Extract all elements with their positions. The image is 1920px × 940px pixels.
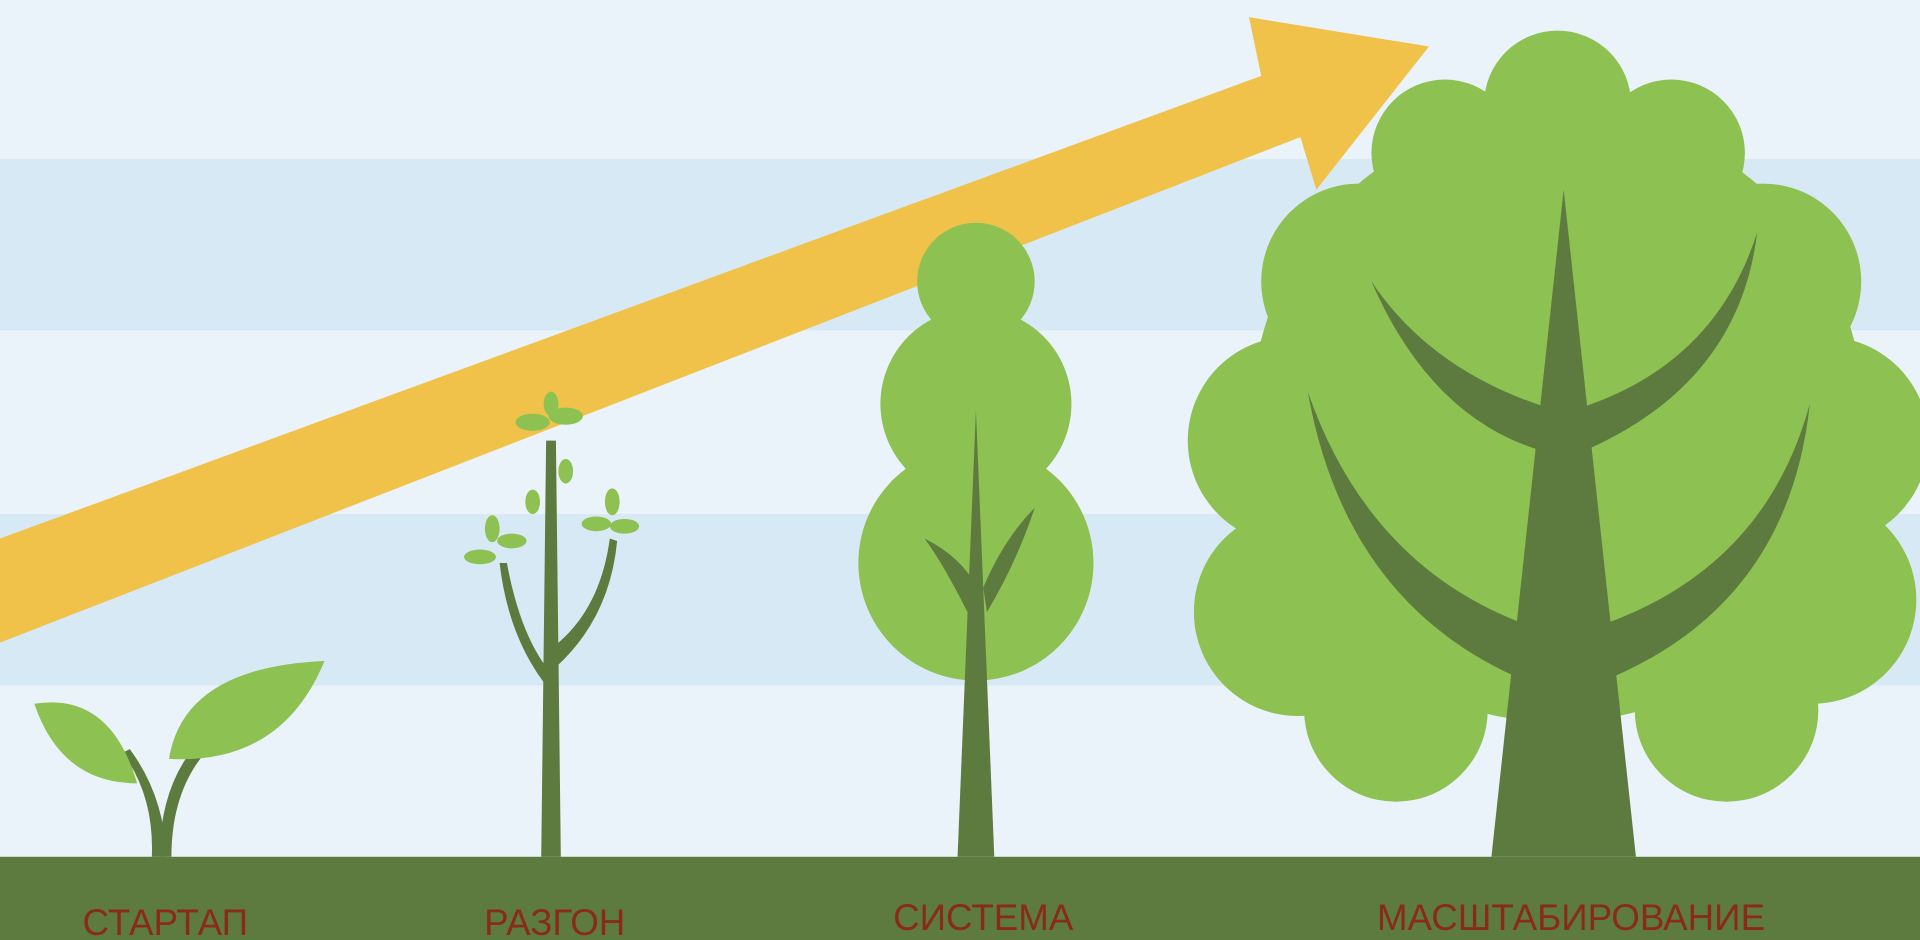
ground (0, 856, 1920, 940)
tree (858, 222, 1094, 857)
stage-label: РАЗГОН (484, 902, 625, 940)
big-tree (1187, 30, 1920, 857)
stage-label: МАСШТАБИРОВАНИЕ (1377, 897, 1765, 938)
sapling (464, 391, 640, 857)
growth-arrow (0, 17, 1429, 643)
stage-label: СТАРТАП (83, 902, 249, 940)
sprout (34, 660, 325, 857)
stage-label: СИСТЕМА (893, 897, 1074, 938)
